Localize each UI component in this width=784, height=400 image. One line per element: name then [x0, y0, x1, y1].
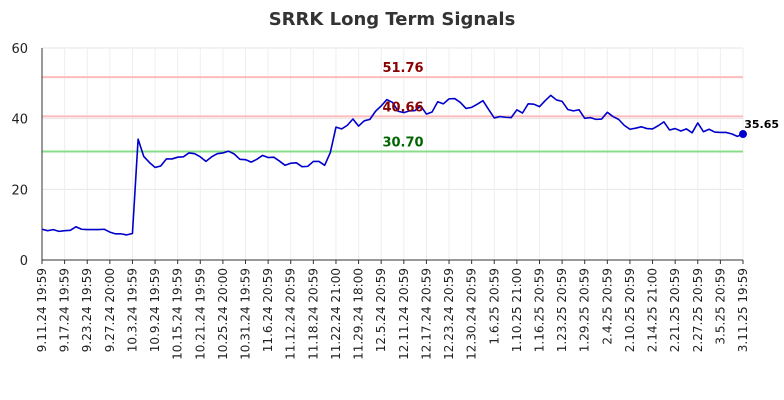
labels: 51.76 40.66 30.70 35.65: [382, 61, 779, 150]
x-tick-label: 11.29.24 18:00: [352, 268, 366, 360]
y-tick-label: 60: [11, 42, 28, 57]
x-tick-label: 2.14.25 21:00: [646, 268, 660, 352]
last-value-label: 35.65: [744, 118, 779, 131]
x-tick-label: 9.17.24 19:59: [58, 268, 72, 352]
x-tick-label: 10.25.24 20:00: [216, 268, 230, 360]
x-tick-label: 3.5.25 20:59: [713, 268, 727, 345]
x-tick-label: 2.21.25 20:59: [668, 268, 682, 352]
reference-line-label: 30.70: [382, 136, 423, 151]
x-tick-label: 11.12.24 20:59: [284, 268, 298, 360]
chart-title: SRRK Long Term Signals: [269, 9, 516, 30]
x-tick-label: 10.15.24 19:59: [171, 268, 185, 360]
x-tick-label: 11.18.24 20:59: [306, 268, 320, 360]
x-tick-label: 2.10.25 20:59: [623, 268, 637, 352]
x-tick-label: 11.22.24 21:00: [329, 268, 343, 360]
x-tick-label: 2.4.25 20:59: [600, 268, 614, 345]
x-tick-label: 9.23.24 19:59: [80, 268, 94, 352]
x-tick-label: 1.16.25 20:59: [532, 268, 546, 352]
reference-line-label: 40.66: [382, 100, 423, 115]
x-tick-label: 10.21.24 19:59: [193, 268, 207, 360]
x-tick-label: 9.27.24 20:00: [103, 268, 117, 352]
x-tick-label: 1.23.25 20:59: [555, 268, 569, 352]
last-point-marker: [739, 130, 747, 139]
x-tick-label: 12.23.24 20:59: [442, 268, 456, 360]
x-tick-label: 9.11.24 19:59: [35, 268, 49, 352]
x-tick-label: 12.5.24 20:59: [374, 268, 388, 352]
x-tick-label: 11.6.24 20:59: [261, 268, 275, 352]
series-line: [41, 94, 744, 236]
x-tick-label: 10.9.24 19:59: [148, 268, 162, 352]
y-tick-label: 40: [11, 113, 28, 128]
x-tick-label: 1.10.25 21:00: [510, 268, 524, 352]
x-tick-label: 3.11.25 19:59: [736, 268, 750, 352]
y-tick-label: 20: [11, 183, 28, 198]
x-tick-label: 10.31.24 19:59: [239, 268, 253, 360]
x-tick-label: 2.27.25 20:59: [691, 268, 705, 352]
x-tick-label: 1.29.25 20:59: [578, 268, 592, 352]
x-tick-label: 12.17.24 20:59: [419, 268, 433, 360]
y-tick-label: 0: [20, 254, 28, 269]
x-tick-label: 12.11.24 20:59: [397, 268, 411, 360]
x-tick-label: 12.30.24 20:59: [465, 268, 479, 360]
x-tick-label: 10.3.24 19:59: [125, 268, 139, 352]
reference-line-label: 51.76: [382, 61, 423, 76]
grid: [41, 47, 744, 261]
series: [41, 94, 747, 236]
reference-lines: [42, 76, 743, 153]
axes: 0 20 40 60 9.11.24 19:59 9.17.24 19:59 9.23.24…: [11, 42, 750, 360]
x-tick-label: 1.6.25 20:59: [487, 268, 501, 345]
